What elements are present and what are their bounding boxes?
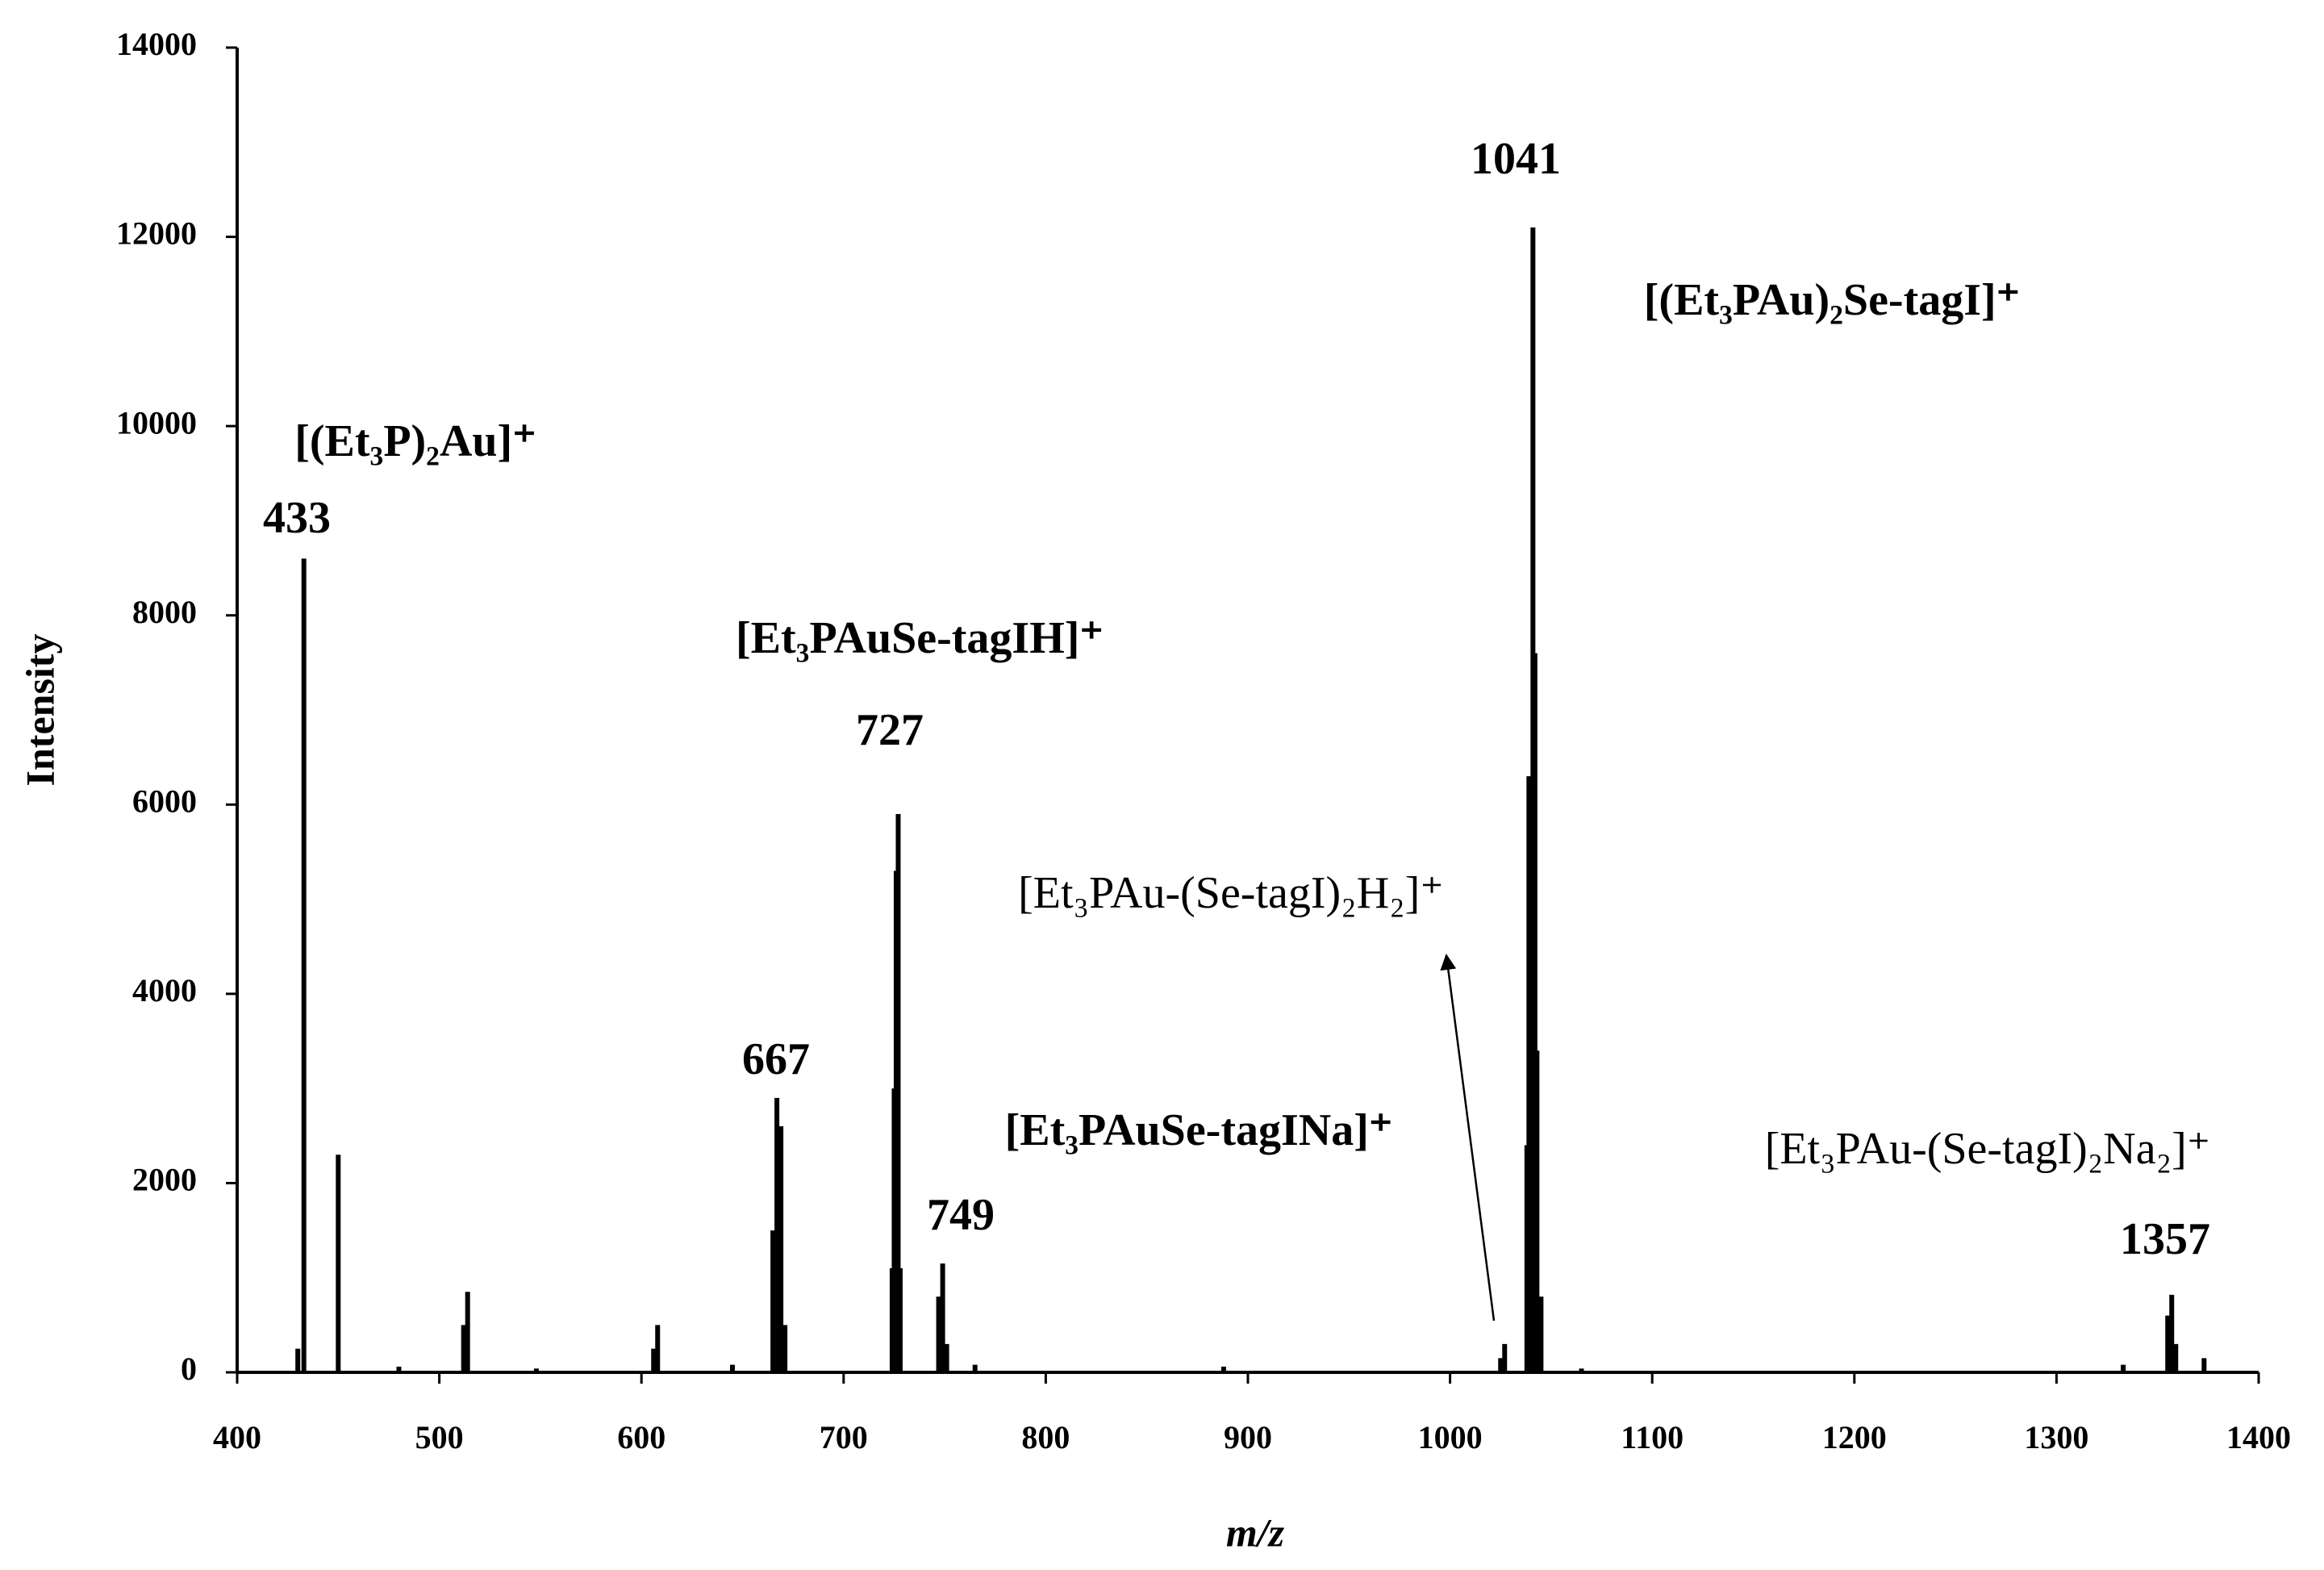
y-tick-label: 14000 xyxy=(116,26,197,62)
y-axis-label: Intensity xyxy=(17,634,62,787)
annotation-arrow xyxy=(1440,954,1496,1322)
x-axis-label: m/z xyxy=(1226,1509,1285,1555)
annotation: [Et₃PAu-(Se-tagI)₂H₂]⁺ xyxy=(1018,868,1444,918)
y-tick-label: 6000 xyxy=(132,783,197,819)
x-tick-label: 700 xyxy=(820,1419,868,1455)
annotation: 667 xyxy=(742,1034,810,1084)
annotation: 433 xyxy=(263,493,331,543)
x-tick-label: 900 xyxy=(1224,1419,1272,1455)
y-tick-label: 8000 xyxy=(132,594,197,630)
x-tick-label: 1400 xyxy=(2226,1419,2291,1455)
annotation: 749 xyxy=(927,1190,995,1240)
y-tick-label: 12000 xyxy=(116,215,197,252)
x-tick-label: 1300 xyxy=(2024,1419,2088,1455)
annotation: [(Et₃PAu)₂Se-tagI]⁺ xyxy=(1644,275,2020,325)
x-tick-label: 800 xyxy=(1021,1419,1070,1455)
annotation: [Et₃PAuSe-tagINa]⁺ xyxy=(1005,1105,1393,1155)
y-tick-label: 4000 xyxy=(132,972,197,1008)
y-tick-label: 10000 xyxy=(116,404,197,441)
annotation: [(Et₃P)₂Au]⁺ xyxy=(294,416,536,466)
annotation: [Et₃PAuSe-tagIH]⁺ xyxy=(736,613,1104,663)
x-tick-label: 1000 xyxy=(1418,1419,1483,1455)
y-tick-label: 2000 xyxy=(132,1162,197,1198)
annotation: 1357 xyxy=(2120,1214,2210,1264)
x-tick-label: 1100 xyxy=(1621,1419,1684,1455)
x-tick-label: 600 xyxy=(617,1419,665,1455)
x-tick-label: 1200 xyxy=(1822,1419,1887,1455)
annotation: 727 xyxy=(856,705,924,755)
y-tick-label: 0 xyxy=(181,1351,197,1387)
x-tick-label: 400 xyxy=(213,1419,261,1455)
annotation: [Et₃PAu-(Se-tagI)₂Na₂]⁺ xyxy=(1765,1124,2211,1174)
x-tick-label: 500 xyxy=(415,1419,464,1455)
annotation: 1041 xyxy=(1471,134,1561,184)
